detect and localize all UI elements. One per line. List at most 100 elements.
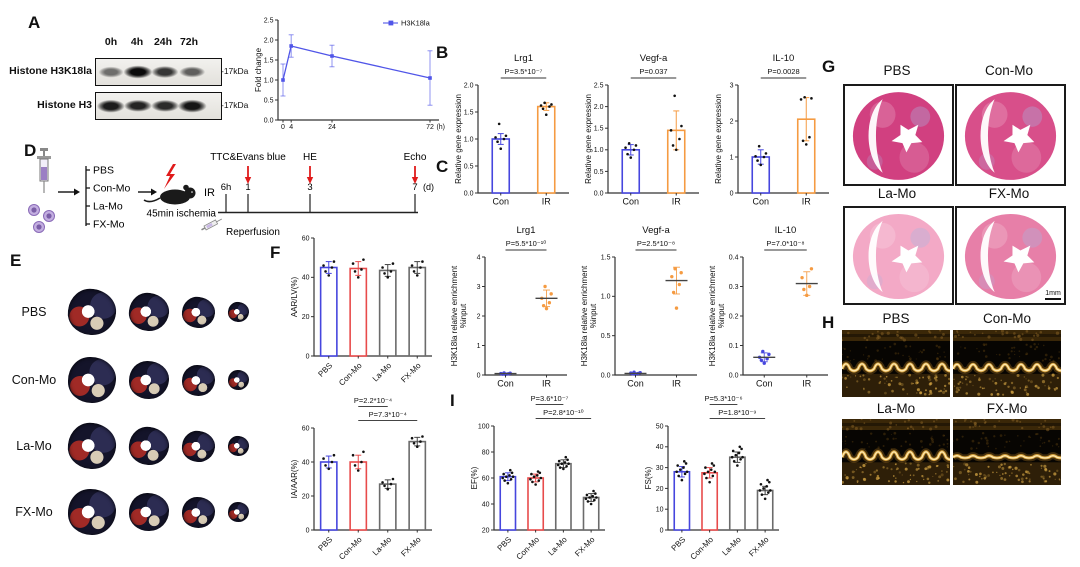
echo-label-con-mo: Con-Mo	[982, 311, 1031, 326]
svg-text:Relative gene expression: Relative gene expression	[584, 94, 593, 184]
svg-text:0.5: 0.5	[464, 163, 474, 170]
svg-text:(h): (h)	[436, 124, 445, 131]
svg-text:1.5: 1.5	[264, 57, 274, 64]
svg-text:EF(%): EF(%)	[470, 466, 479, 489]
ttc-heart-image	[126, 290, 172, 334]
svg-text:Vegf-a: Vegf-a	[640, 53, 668, 64]
timeline-unit: (d)	[423, 182, 434, 192]
svg-text:La-Mo: La-Mo	[720, 535, 743, 558]
svg-text:3: 3	[730, 82, 734, 89]
svg-text:1.0: 1.0	[464, 136, 474, 143]
svg-text:Con: Con	[627, 379, 644, 389]
svg-text:P=0.0028: P=0.0028	[767, 67, 799, 76]
svg-text:2.0: 2.0	[264, 37, 274, 44]
svg-text:0.0: 0.0	[729, 372, 739, 379]
svg-text:0.0: 0.0	[264, 117, 274, 124]
chart-vegfa-enrichment: 0.0 0.5 1.0 1.5 H3K18la relative enrichment%…	[580, 222, 705, 390]
svg-text:Con: Con	[752, 197, 769, 207]
svg-text:Con-Mo: Con-Mo	[337, 361, 364, 388]
svg-text:P=7.0*10⁻⁸: P=7.0*10⁻⁸	[766, 239, 804, 248]
svg-text:0: 0	[281, 124, 285, 131]
svg-text:2.0: 2.0	[594, 104, 604, 111]
svg-text:4: 4	[289, 124, 293, 131]
svg-text:0.3: 0.3	[729, 284, 739, 291]
svg-text:100: 100	[478, 423, 490, 430]
ttc-heart-images	[65, 286, 251, 338]
svg-text:IA/AAR(%): IA/AAR(%)	[290, 459, 299, 498]
svg-text:1: 1	[477, 343, 481, 350]
echo-mmode-la-mo	[842, 419, 950, 485]
svg-text:P=7.3*10⁻⁴: P=7.3*10⁻⁴	[369, 410, 407, 419]
he-section-con-mo	[955, 84, 1066, 186]
ttc-heart-image	[65, 286, 119, 338]
svg-text:H3K18la relative enrichment: H3K18la relative enrichment	[580, 265, 589, 366]
svg-text:P=1.8*10⁻⁹: P=1.8*10⁻⁹	[718, 408, 756, 417]
svg-text:Relative gene expression: Relative gene expression	[714, 94, 723, 184]
svg-text:Fold change: Fold change	[254, 47, 263, 92]
svg-text:3: 3	[477, 284, 481, 291]
echo-mmode-fx-mo	[953, 419, 1061, 485]
svg-text:H3K18la relative enrichment: H3K18la relative enrichment	[450, 265, 459, 366]
scale-bar-label: 1mm	[1045, 289, 1061, 297]
svg-text:2.5: 2.5	[594, 82, 604, 89]
svg-text:PBS: PBS	[316, 535, 334, 553]
svg-text:AAR/LV(%): AAR/LV(%)	[290, 277, 299, 318]
svg-text:IR: IR	[542, 379, 552, 389]
svg-text:P=2.2*10⁻⁴: P=2.2*10⁻⁴	[354, 396, 392, 405]
event-he: HE	[303, 152, 317, 163]
panel-e-label: E	[10, 251, 22, 270]
mouse-icon	[143, 184, 196, 205]
ir-label: IR	[204, 187, 215, 199]
svg-text:0.2: 0.2	[729, 313, 739, 320]
svg-text:IR: IR	[672, 197, 682, 207]
chart-il10-expression: 0 1 2 3 Relative gene expression IL-10 P=0.002…	[712, 50, 837, 208]
timepoint-1: 1	[245, 182, 250, 193]
svg-text:IR: IR	[672, 379, 682, 389]
ttc-heart-images	[68, 357, 249, 403]
lane-label-72h: 72h	[179, 36, 199, 48]
svg-text:80: 80	[482, 449, 490, 456]
svg-text:P=5.5*10⁻¹⁰: P=5.5*10⁻¹⁰	[506, 239, 547, 248]
chart-ef: 20 40 60 80 100 EF(%) P=3.6*10⁻⁷ P=2.8*10⁻¹⁰ PBS…	[468, 392, 613, 564]
svg-text:PBS: PBS	[670, 535, 688, 553]
ttc-row-pbs: PBS	[8, 280, 308, 344]
ttc-heart-image	[129, 361, 169, 399]
svg-text:1.5: 1.5	[594, 126, 604, 133]
panel-a-label: A	[28, 13, 41, 32]
group-con-mo: Con-Mo	[93, 183, 131, 195]
svg-text:1.5: 1.5	[464, 109, 474, 116]
svg-text:72: 72	[426, 124, 434, 131]
svg-text:La-Mo: La-Mo	[371, 535, 394, 558]
svg-text:Con-Mo: Con-Mo	[689, 535, 716, 562]
svg-text:IL-10: IL-10	[773, 53, 795, 64]
svg-text:IR: IR	[802, 379, 812, 389]
svg-text:Con: Con	[492, 197, 509, 207]
blot-row-label-h3: Histone H3	[37, 99, 92, 111]
svg-text:1.5: 1.5	[601, 254, 611, 261]
ttc-row-fx-mo: FX-Mo	[8, 480, 308, 544]
svg-text:0: 0	[730, 190, 734, 197]
chart-lrg1-expression: 0.0 0.5 1.0 1.5 2.0 Relative gene expression L…	[452, 50, 577, 208]
reperfusion-label: Reperfusion	[226, 227, 280, 238]
timepoint-7: 7	[412, 182, 417, 193]
he-label-pbs: PBS	[883, 63, 911, 78]
lane-label-4h: 4h	[130, 36, 144, 48]
svg-text:0.0: 0.0	[464, 190, 474, 197]
ttc-heart-image	[68, 489, 116, 535]
echo-mmode-con-mo	[953, 330, 1061, 397]
ttc-row-label: FX-Mo	[15, 505, 53, 519]
svg-text:H3K18la: H3K18la	[401, 19, 431, 28]
group-fx-mo: FX-Mo	[93, 219, 125, 231]
svg-text:20: 20	[656, 486, 664, 493]
ischemia-label: 45min ischemia	[147, 209, 217, 220]
event-ttc: TTC&Evans blue	[210, 152, 286, 163]
ttc-heart-image	[180, 294, 217, 330]
svg-text:La-Mo: La-Mo	[546, 535, 569, 558]
svg-text:4: 4	[477, 254, 481, 261]
ttc-heart-images	[68, 489, 249, 535]
svg-text:Con: Con	[497, 379, 514, 389]
timepoint-3: 3	[307, 182, 312, 193]
svg-text:IR: IR	[802, 197, 812, 207]
syringe-icon	[37, 148, 51, 193]
